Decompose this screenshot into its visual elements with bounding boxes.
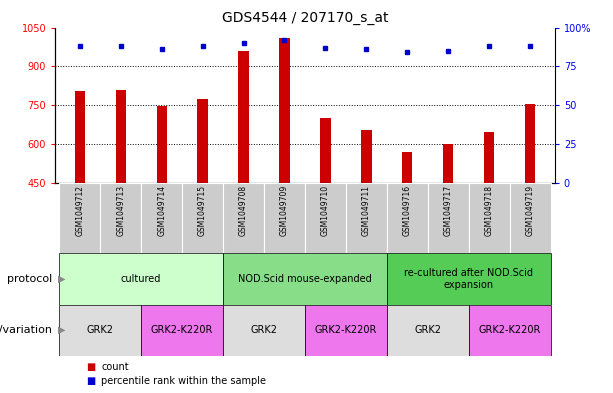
Text: GSM1049715: GSM1049715 <box>198 185 207 236</box>
Title: GDS4544 / 207170_s_at: GDS4544 / 207170_s_at <box>222 11 388 25</box>
Bar <box>484 132 494 183</box>
Bar <box>469 183 510 253</box>
Bar <box>525 104 535 183</box>
Bar <box>443 144 454 183</box>
Bar <box>116 90 126 183</box>
Text: ■: ■ <box>86 376 95 386</box>
Bar <box>469 305 550 356</box>
Bar <box>182 183 223 253</box>
Text: GRK2: GRK2 <box>414 325 441 335</box>
Bar <box>346 183 387 253</box>
Text: NOD.Scid mouse-expanded: NOD.Scid mouse-expanded <box>238 274 372 284</box>
Bar <box>280 38 289 183</box>
Bar <box>238 51 249 183</box>
Bar <box>75 91 85 183</box>
Text: GSM1049708: GSM1049708 <box>239 185 248 236</box>
Bar <box>305 183 346 253</box>
Text: GSM1049718: GSM1049718 <box>485 185 493 236</box>
Bar <box>59 305 141 356</box>
Text: GRK2: GRK2 <box>86 325 114 335</box>
Bar <box>59 253 223 305</box>
Bar <box>428 183 469 253</box>
Bar <box>387 183 428 253</box>
Text: GSM1049713: GSM1049713 <box>116 185 125 236</box>
Text: protocol: protocol <box>7 274 52 284</box>
Text: genotype/variation: genotype/variation <box>0 325 52 335</box>
Bar <box>223 305 305 356</box>
Bar <box>387 305 469 356</box>
Bar <box>100 183 141 253</box>
Text: percentile rank within the sample: percentile rank within the sample <box>101 376 266 386</box>
Text: GSM1049717: GSM1049717 <box>444 185 453 236</box>
Text: GRK2-K220R: GRK2-K220R <box>151 325 213 335</box>
Text: GSM1049714: GSM1049714 <box>157 185 166 236</box>
Bar <box>510 183 550 253</box>
Text: GSM1049709: GSM1049709 <box>280 185 289 236</box>
Bar <box>156 107 167 183</box>
Text: ■: ■ <box>86 362 95 373</box>
Bar <box>402 152 413 183</box>
Text: GSM1049716: GSM1049716 <box>403 185 412 236</box>
Bar <box>321 118 330 183</box>
Bar <box>387 253 550 305</box>
Bar <box>305 305 387 356</box>
Bar <box>264 183 305 253</box>
Text: ▶: ▶ <box>58 274 66 284</box>
Text: GRK2-K220R: GRK2-K220R <box>479 325 541 335</box>
Text: GSM1049712: GSM1049712 <box>75 185 84 236</box>
Text: GRK2: GRK2 <box>251 325 278 335</box>
Text: cultured: cultured <box>121 274 161 284</box>
Text: GSM1049711: GSM1049711 <box>362 185 371 236</box>
Bar <box>223 253 387 305</box>
Bar <box>59 183 100 253</box>
Text: ▶: ▶ <box>58 325 66 335</box>
Bar <box>197 99 208 183</box>
Bar <box>141 183 182 253</box>
Text: re-cultured after NOD.Scid
expansion: re-cultured after NOD.Scid expansion <box>404 268 533 290</box>
Text: count: count <box>101 362 129 373</box>
Text: GRK2-K220R: GRK2-K220R <box>314 325 377 335</box>
Text: GSM1049710: GSM1049710 <box>321 185 330 236</box>
Text: GSM1049719: GSM1049719 <box>526 185 535 236</box>
Bar <box>223 183 264 253</box>
Bar <box>361 130 371 183</box>
Bar <box>141 305 223 356</box>
